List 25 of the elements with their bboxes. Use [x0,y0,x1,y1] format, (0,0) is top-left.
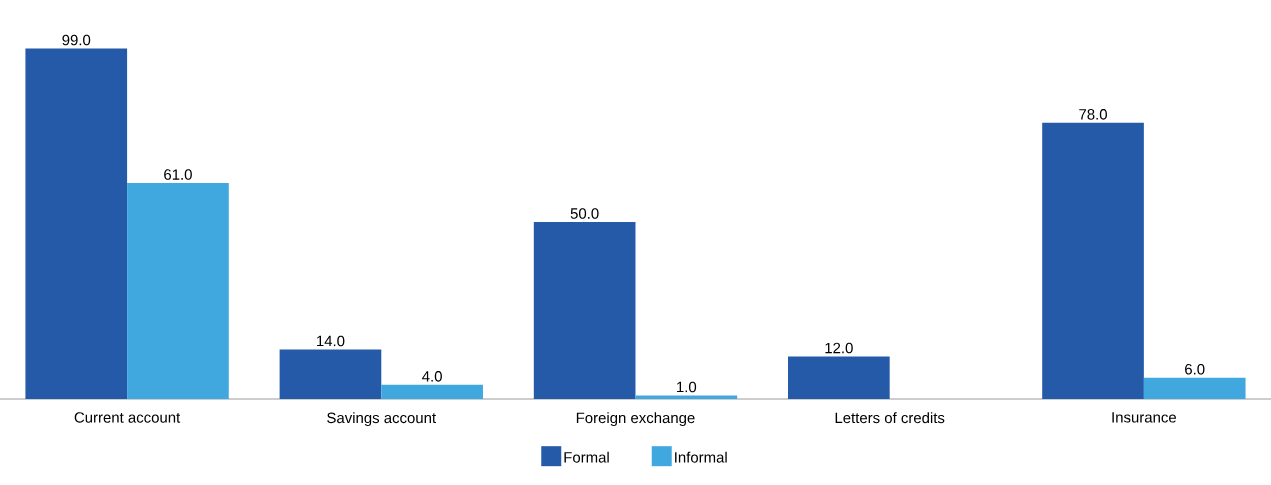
x-tick-label: Insurance [1112,412,1176,423]
data-label: 50.0 [570,208,599,219]
data-label: 6.0 [1185,363,1205,375]
bar [25,48,128,399]
x-tick-label: Foreign exchange [576,412,695,427]
bar [635,395,738,399]
data-label: 99.0 [62,34,91,46]
legend-label: Formal [564,451,609,463]
bar [127,183,229,399]
data-label: 78.0 [1079,109,1107,120]
data-label: 4.0 [422,371,442,382]
bar [1042,122,1144,399]
data-label: 61.0 [164,169,192,180]
bar [279,349,382,399]
x-tick-label: Letters of credits [835,412,945,424]
bar [1143,377,1246,399]
bar [788,356,890,399]
data-label: 12.0 [825,342,853,354]
bar [381,384,483,399]
data-label: 14.0 [317,335,345,347]
data-label: 1.0 [677,381,697,393]
legend-label: Informal [675,451,727,463]
x-tick-label: Current account [74,412,181,423]
bar [533,222,636,399]
x-tick-label: Savings account [327,412,436,427]
